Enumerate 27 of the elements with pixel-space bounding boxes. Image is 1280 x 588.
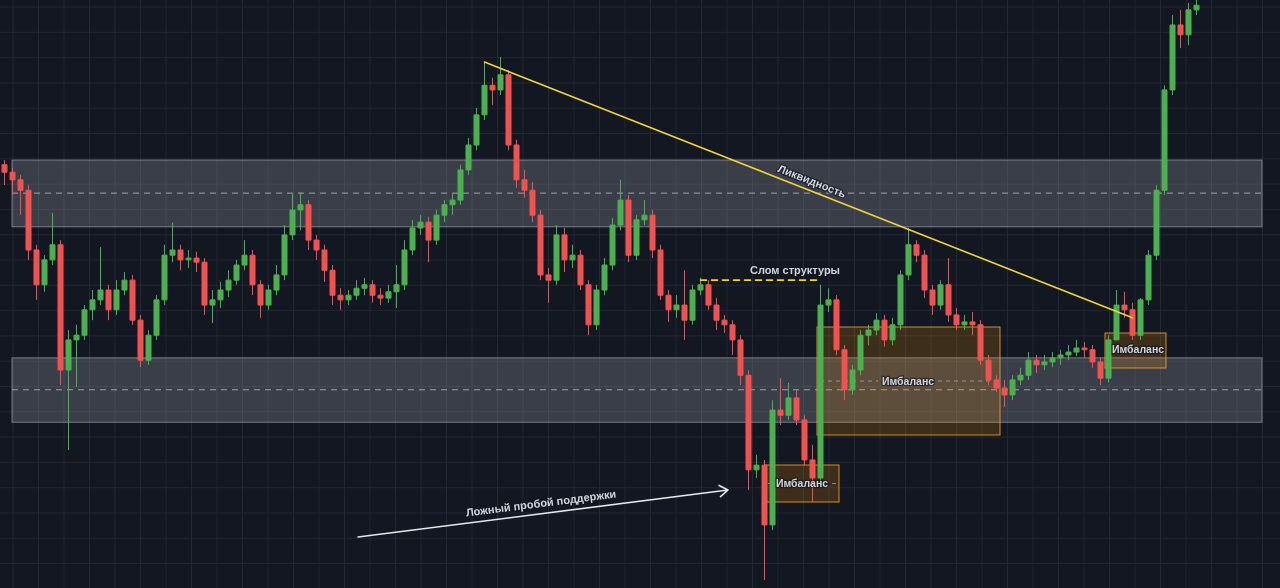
candlestick: [185, 249, 192, 269]
candlestick: [105, 284, 112, 321]
candlestick: [881, 314, 888, 348]
candlestick: [785, 382, 792, 421]
candlestick: [1033, 354, 1040, 374]
candlestick: [1177, 9, 1184, 49]
annotation: Имбаланс: [1111, 343, 1165, 355]
annotation: Слом структуры: [749, 264, 841, 276]
candlestick: [753, 454, 760, 479]
candlestick: [961, 314, 968, 331]
candlestick: [57, 239, 64, 386]
candlestick: [673, 294, 680, 319]
candlestick: [681, 269, 688, 341]
candlestick: [177, 244, 184, 271]
candlestick: [761, 459, 768, 581]
candlestick: [553, 224, 560, 286]
candlestick: [561, 227, 568, 273]
candlestick: [625, 194, 632, 263]
annotation: Имбаланс: [881, 375, 935, 387]
annotation: Ложный пробой поддержки: [465, 487, 617, 519]
candlestick: [569, 244, 576, 269]
candlestick: [777, 377, 784, 426]
candlestick: [769, 399, 776, 531]
candlestick: [937, 279, 944, 311]
candlestick: [497, 56, 504, 96]
candlestick: [425, 216, 432, 263]
candlestick: [489, 77, 496, 106]
